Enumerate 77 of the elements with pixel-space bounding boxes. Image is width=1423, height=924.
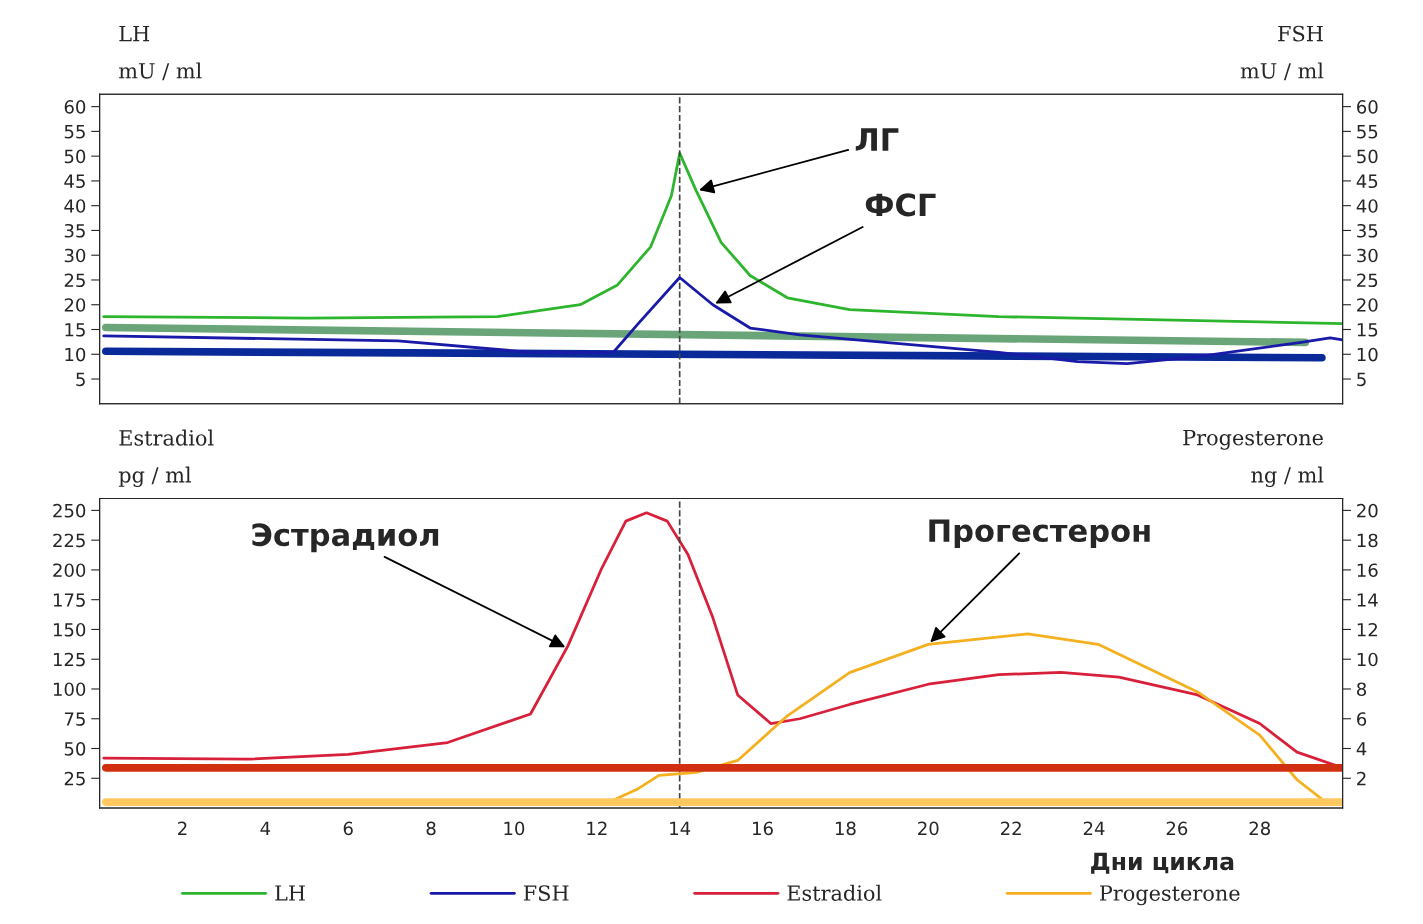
x-tick-label: 8 [426,821,436,836]
y2-tick-label: 14 [1357,593,1378,607]
y-tick-label: 60 [64,100,86,114]
y2-tick-label: 55 [1357,125,1378,139]
y2-tick-label: 35 [1357,223,1378,238]
y2-tick-label: 60 [1357,100,1378,114]
y2-tick-label: 45 [1356,174,1378,189]
y2-tick-label: 12 [1357,622,1377,637]
y-tick-label: 25 [64,273,85,288]
y2-tick-label: 20 [1357,298,1378,312]
y-tick-label: 15 [65,323,85,337]
y2-tick-label: 30 [1357,248,1378,263]
y2-tick-label: 18 [1357,533,1378,548]
y2-tick-label: 4 [1356,742,1367,756]
y2-tick-label: 15 [1357,323,1378,337]
x-tick-label: 24 [1083,821,1105,835]
y-tick-label: 25 [64,771,85,786]
y2-tick-label: 5 [1357,372,1366,387]
y2-tick-label: 20 [1357,503,1378,518]
annotation: Прогестерон [929,519,1150,549]
x-tick-label: 4 [260,821,271,835]
legend-label: Progesterone [1099,885,1240,906]
line-series [102,276,1343,366]
y2-tick-label: 10 [1357,347,1378,362]
x-tick-label: 6 [343,821,353,836]
y-tick-label: 35 [64,223,85,238]
x-tick-label: 14 [670,821,691,835]
y2-tick-label: 16 [1357,563,1378,578]
x-tick-label: 2 [178,821,187,835]
y2-tick-label: 6 [1357,712,1367,726]
y-tick-label: 40 [64,199,86,213]
y-axis-title: LH [119,26,150,42]
y2-tick-label: 40 [1356,199,1378,213]
y2-tick-label: 2 [1357,771,1366,786]
x-axis-title: Дни цикла [1091,852,1234,874]
y-tick-label: 75 [64,712,85,726]
x-tick-label: 20 [918,821,939,836]
x-tick-label: 28 [1249,821,1270,836]
y2-axis-title: FSH [1278,25,1323,42]
y-tick-label: 55 [64,125,85,139]
y-tick-label: 100 [53,682,86,697]
x-tick-label: 12 [587,821,607,835]
y-tick-label: 200 [53,563,86,578]
y-tick-label: 20 [64,298,86,312]
y-tick-label: 50 [64,149,86,164]
x-tick-label: 16 [753,821,773,836]
y2-tick-label: 25 [1357,273,1378,288]
text: ng / ml [1251,466,1324,488]
y-tick-label: 5 [76,372,85,387]
y2-tick-label: 50 [1357,149,1378,164]
x-tick-label: 26 [1166,821,1188,836]
y2-tick-label: 10 [1357,652,1378,667]
y-tick-label: 45 [64,174,85,189]
legend-label: FSH [523,885,569,901]
y-tick-label: 225 [53,533,85,548]
x-tick-label: 10 [504,821,525,836]
text: mU / ml [119,62,202,81]
legend-label: LH [275,885,305,901]
x-tick-label: 18 [835,821,856,836]
y2-tick-label: 8 [1357,682,1367,697]
y-tick-label: 50 [64,741,86,756]
legend-label: Estradiol [787,884,882,901]
annotation: Эстрадиол [252,523,439,553]
y-tick-label: 10 [65,347,86,362]
y-tick-label: 150 [53,622,86,637]
x-tick-label: 22 [1000,821,1021,835]
y-tick-label: 175 [53,593,85,607]
annotation: ФСГ [865,193,936,217]
y-tick-label: 30 [64,248,86,263]
text: mU / ml [1240,62,1324,81]
annotation: ЛГ [855,128,899,151]
y2-axis-title: Progesterone [1183,429,1323,450]
text: pg / ml [118,466,191,488]
y-tick-label: 250 [53,503,86,518]
y-axis-title: Estradiol [119,429,214,446]
y-tick-label: 125 [53,652,85,667]
line-series [102,151,1343,325]
